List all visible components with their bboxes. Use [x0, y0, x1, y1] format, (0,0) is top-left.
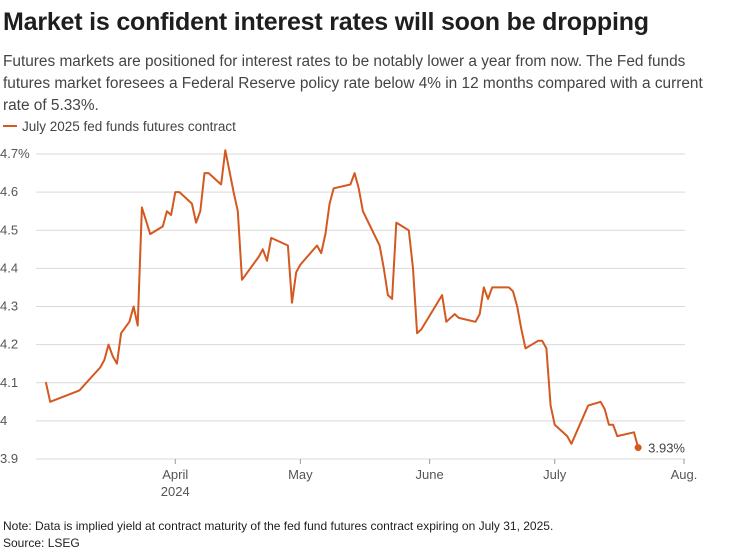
y-tick-label: 4.3: [0, 299, 18, 314]
legend-label: July 2025 fed funds futures contract: [22, 118, 236, 134]
series-line: [45, 149, 640, 449]
y-tick-label: 4.6: [0, 184, 18, 199]
gridlines: [36, 153, 685, 460]
x-tick-label: June: [416, 467, 444, 482]
y-tick-label: 4.7%: [0, 146, 30, 161]
x-tick-label: Aug.: [671, 467, 698, 482]
legend-swatch: [3, 125, 17, 127]
x-tick-label: May: [288, 467, 313, 482]
y-tick-label: 4.5: [0, 222, 18, 237]
x-tick-sublabel: 2024: [161, 484, 190, 499]
y-tick-label: 4: [0, 413, 7, 428]
legend: July 2025 fed funds futures contract: [3, 117, 236, 135]
x-axis: April 2024 May June July Aug.: [161, 459, 698, 499]
chart-subtitle: Futures markets are positioned for inter…: [3, 53, 703, 114]
x-tick-label: July: [543, 467, 567, 482]
x-tick-label: April: [162, 467, 188, 482]
y-axis: 4.7% 4.6 4.5 4.4 4.3 4.2 4.1 4 3.9: [0, 146, 30, 466]
y-tick-label: 4.4: [0, 260, 18, 275]
chart-title: Market is confident interest rates will …: [3, 8, 649, 36]
y-tick-label: 4.1: [0, 375, 18, 390]
series-layer: 3.93%: [45, 149, 685, 456]
chart-source: Source: LSEG: [3, 536, 80, 550]
end-point-marker: [634, 444, 642, 452]
chart-note: Note: Data is implied yield at contract …: [3, 519, 554, 533]
y-tick-label: 3.9: [0, 451, 18, 466]
y-tick-label: 4.2: [0, 337, 18, 352]
end-value-label: 3.93%: [648, 441, 685, 456]
